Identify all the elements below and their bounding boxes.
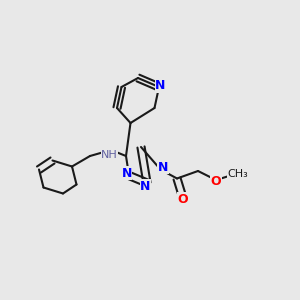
Text: N: N	[140, 179, 151, 193]
Text: N: N	[158, 160, 168, 174]
Text: NH: NH	[101, 149, 118, 160]
Text: O: O	[211, 175, 221, 188]
Text: N: N	[122, 167, 132, 180]
Text: N: N	[155, 79, 166, 92]
Text: O: O	[178, 193, 188, 206]
Text: CH₃: CH₃	[227, 169, 248, 179]
